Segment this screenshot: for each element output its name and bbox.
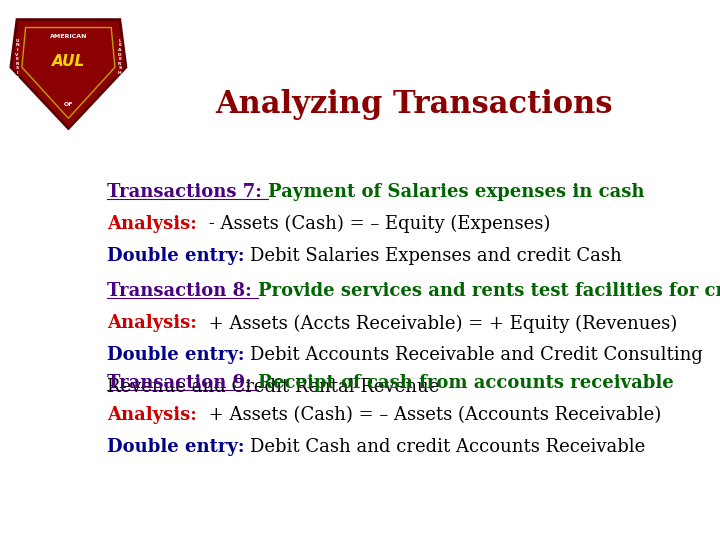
- Text: Double entry:: Double entry:: [107, 247, 251, 265]
- Text: Double entry:: Double entry:: [107, 347, 251, 364]
- Text: Transaction 8:: Transaction 8:: [107, 282, 258, 300]
- Text: Debit Cash and credit Accounts Receivable: Debit Cash and credit Accounts Receivabl…: [251, 438, 646, 456]
- Text: Payment of Salaries expenses in cash: Payment of Salaries expenses in cash: [268, 183, 644, 201]
- Text: U
N
I
V
E
R
S
I
T
Y: U N I V E R S I T Y: [15, 39, 19, 84]
- Text: OF: OF: [63, 102, 73, 107]
- Polygon shape: [11, 19, 126, 129]
- Text: Double entry:: Double entry:: [107, 438, 251, 456]
- Text: Analysis:: Analysis:: [107, 214, 203, 233]
- Text: Receipt of cash from accounts receivable: Receipt of cash from accounts receivable: [258, 374, 673, 392]
- Text: Analysis:: Analysis:: [107, 314, 203, 333]
- Text: Analyzing Transactions: Analyzing Transactions: [215, 89, 613, 120]
- Text: + Assets (Cash) = – Assets (Accounts Receivable): + Assets (Cash) = – Assets (Accounts Rec…: [203, 406, 661, 424]
- Text: + Assets (Accts Receivable) = + Equity (Revenues): + Assets (Accts Receivable) = + Equity (…: [203, 314, 677, 333]
- Text: AUL: AUL: [52, 54, 85, 69]
- Text: Debit Salaries Expenses and credit Cash: Debit Salaries Expenses and credit Cash: [251, 247, 622, 265]
- Text: - Assets (Cash) = – Equity (Expenses): - Assets (Cash) = – Equity (Expenses): [203, 214, 550, 233]
- Text: Revenue and Credit Rental Revenue: Revenue and Credit Rental Revenue: [107, 379, 439, 396]
- Text: Transaction 9:: Transaction 9:: [107, 374, 258, 392]
- Text: Provide services and rents test facilities for credit: Provide services and rents test faciliti…: [258, 282, 720, 300]
- Text: Debit Accounts Receivable and Credit Consulting: Debit Accounts Receivable and Credit Con…: [251, 347, 703, 364]
- Text: Analysis:: Analysis:: [107, 406, 203, 424]
- Text: L
E
A
D
E
R
S
H
I
P: L E A D E R S H I P: [118, 39, 122, 84]
- Text: Transactions 7:: Transactions 7:: [107, 183, 268, 201]
- Text: AMERICAN: AMERICAN: [50, 34, 87, 39]
